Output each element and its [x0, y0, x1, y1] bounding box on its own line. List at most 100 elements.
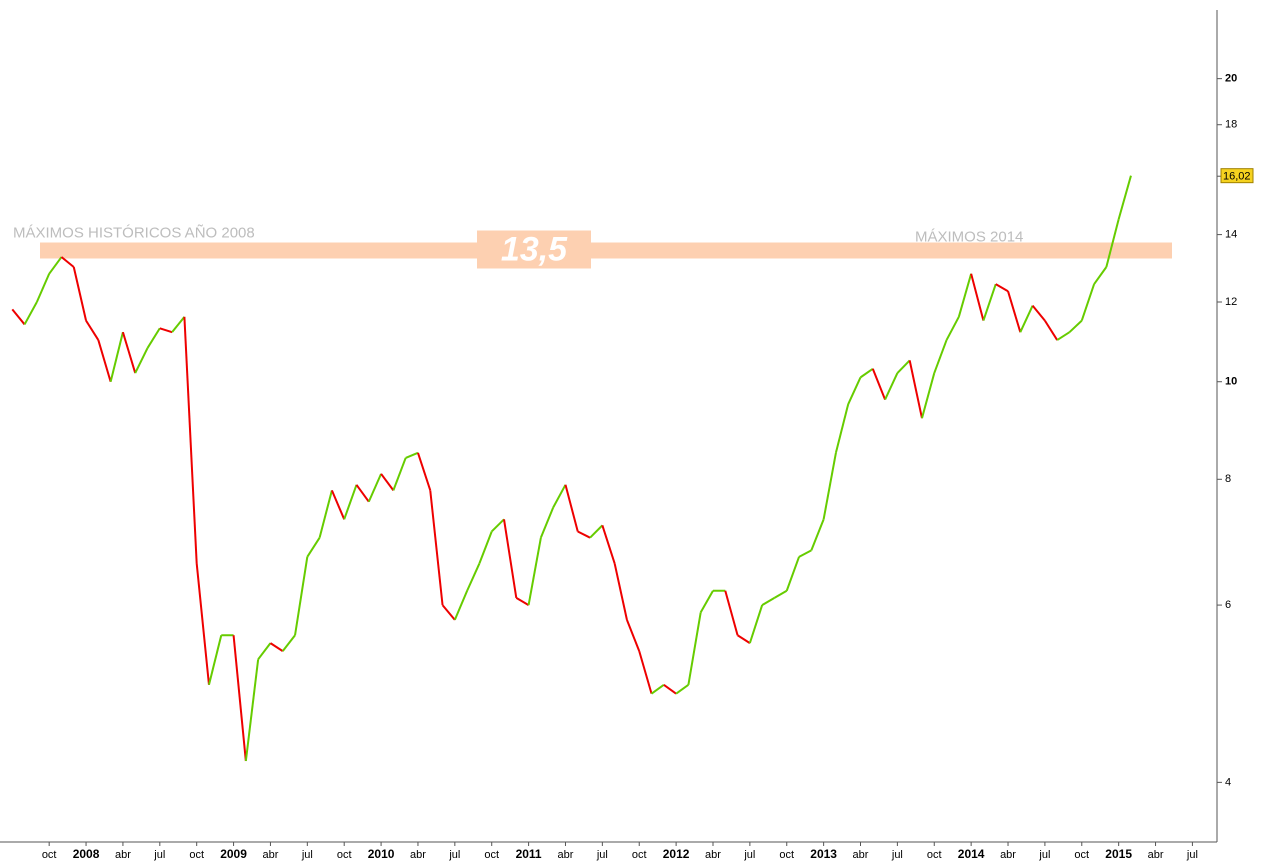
price-segment — [1007, 290, 1022, 333]
price-segment — [121, 331, 137, 374]
price-segment — [737, 634, 751, 644]
price-segment — [159, 327, 173, 334]
y-tick-label: 14 — [1225, 229, 1237, 241]
price-segment — [355, 484, 370, 503]
x-tick-label: jul — [301, 849, 313, 861]
x-tick-label: jul — [743, 849, 755, 861]
last-price-box — [1220, 168, 1254, 184]
price-segment — [1068, 319, 1083, 333]
price-segment — [884, 372, 899, 400]
price-segment — [72, 266, 88, 321]
x-tick-label: abr — [410, 849, 426, 861]
price-segment — [343, 484, 358, 520]
price-segment — [613, 563, 628, 621]
price-segment — [761, 596, 775, 606]
y-tick-label: 4 — [1225, 776, 1231, 788]
price-segment — [1105, 219, 1120, 268]
price-segment — [281, 634, 296, 652]
price-segment — [208, 635, 223, 686]
price-segment — [834, 403, 850, 454]
price-segment — [908, 360, 923, 419]
price-segment — [417, 452, 432, 491]
price-segment — [466, 562, 481, 592]
price-segment — [699, 590, 714, 613]
x-tick-label: jul — [1186, 849, 1198, 861]
price-segment — [921, 372, 936, 419]
x-tick-label: abr — [115, 849, 131, 861]
y-tick-label: 8 — [1225, 473, 1231, 485]
price-segment — [503, 519, 518, 599]
price-segment — [798, 549, 812, 558]
last-price-label: 16,02 — [1223, 171, 1251, 183]
price-segment — [405, 451, 419, 459]
price-segment — [552, 484, 567, 508]
price-segment — [1080, 283, 1096, 321]
price-segment — [269, 642, 284, 652]
x-tick-label: oct — [484, 849, 499, 861]
price-segment — [970, 273, 985, 321]
price-segment — [294, 556, 309, 636]
x-tick-label: oct — [189, 849, 204, 861]
price-segment — [109, 331, 124, 382]
price-segment — [60, 256, 75, 268]
price-segment — [601, 525, 616, 564]
price-segment — [626, 619, 641, 652]
price-segment — [318, 490, 333, 538]
price-segment — [453, 590, 469, 621]
y-tick-label: 18 — [1225, 119, 1237, 131]
price-segment — [675, 683, 689, 695]
price-segment — [380, 473, 395, 491]
price-segment — [933, 339, 948, 374]
price-segment — [441, 604, 456, 621]
price-segment — [1031, 305, 1046, 322]
price-segment — [810, 518, 825, 551]
price-segment — [822, 452, 837, 520]
price-segment — [1093, 266, 1108, 285]
price-segment — [982, 283, 997, 321]
price-segment — [871, 368, 887, 400]
price-segment — [232, 635, 247, 762]
x-tick-label: oct — [632, 849, 647, 861]
price-segment — [306, 537, 321, 558]
price-segment — [48, 256, 63, 275]
x-tick-label: jul — [1038, 849, 1050, 861]
x-tick-label: oct — [42, 849, 57, 861]
price-segment — [1019, 305, 1034, 333]
x-tick-label: 2015 — [1105, 847, 1132, 861]
price-segment — [748, 604, 764, 644]
price-segment — [429, 490, 444, 606]
price-segment — [478, 531, 493, 564]
annotation: MÁXIMOS 2014 — [915, 228, 1023, 245]
price-segment — [687, 612, 702, 685]
price-segment — [650, 683, 665, 695]
price-segment — [527, 537, 542, 606]
level-band — [40, 242, 1172, 259]
price-segment — [577, 530, 591, 539]
x-tick-label: abr — [1000, 849, 1016, 861]
x-tick-label: 2008 — [73, 847, 100, 861]
y-tick-label: 12 — [1225, 296, 1237, 308]
price-segment — [257, 642, 272, 660]
price-segment — [171, 316, 186, 333]
price-segment — [638, 650, 653, 694]
y-tick-label: 10 — [1225, 376, 1237, 388]
y-tick-label: 6 — [1225, 599, 1231, 611]
x-tick-label: 2011 — [516, 847, 542, 861]
level-label-box — [477, 230, 591, 269]
x-tick-label: abr — [853, 849, 869, 861]
price-segment — [244, 659, 260, 762]
price-segment — [859, 367, 874, 379]
price-segment — [1117, 175, 1132, 220]
price-segment — [663, 683, 677, 695]
price-segment — [491, 518, 505, 533]
x-tick-label: jul — [596, 849, 608, 861]
price-segment — [785, 556, 800, 592]
price-segment — [724, 590, 739, 636]
level-label: 13,5 — [501, 230, 568, 268]
x-tick-label: 2013 — [810, 847, 837, 861]
price-segment — [11, 308, 26, 326]
price-segment — [330, 489, 346, 520]
price-segment — [85, 320, 100, 341]
price-segment — [183, 316, 198, 564]
